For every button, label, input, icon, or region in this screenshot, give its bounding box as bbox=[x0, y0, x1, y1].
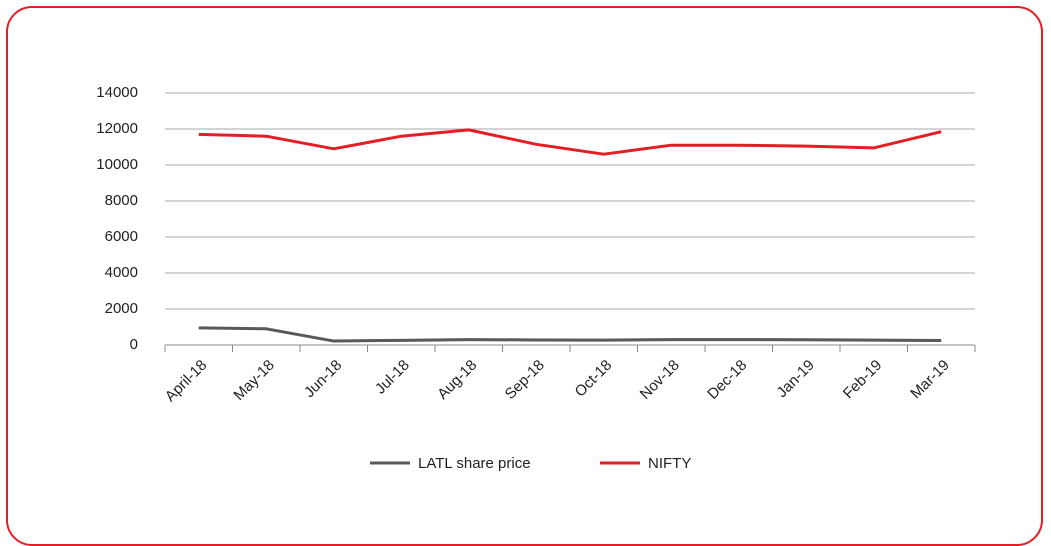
series-line bbox=[198, 128, 942, 156]
y-tick-label: 4000 bbox=[105, 264, 138, 281]
y-tick-label: 8000 bbox=[105, 192, 138, 209]
x-tick-label: Feb-19 bbox=[840, 357, 886, 403]
x-tick-label: Dec-18 bbox=[704, 357, 750, 403]
x-tick-label: Mar-19 bbox=[907, 357, 953, 403]
x-tick-label: Sep-18 bbox=[502, 357, 548, 403]
x-tick-label: April-18 bbox=[162, 357, 211, 406]
y-tick-label: 0 bbox=[130, 336, 138, 353]
y-tick-label: 14000 bbox=[96, 84, 138, 101]
series-line bbox=[198, 326, 942, 343]
chart: 0 2000 4000 6000 8000 10000 12000 14000 April-18… bbox=[96, 84, 976, 472]
x-tick-label: Jan-19 bbox=[773, 357, 817, 401]
x-tick-label: May-18 bbox=[230, 357, 277, 404]
x-tick-label: Nov-18 bbox=[637, 357, 683, 403]
y-tick-label: 10000 bbox=[96, 156, 138, 173]
x-tick-label: Jul-18 bbox=[372, 357, 413, 398]
y-tick-label: 12000 bbox=[96, 120, 138, 137]
y-tick-label: 2000 bbox=[105, 300, 138, 317]
legend-label: NIFTY bbox=[648, 455, 691, 472]
x-tick-label: Aug-18 bbox=[434, 357, 480, 403]
legend-label: LATL share price bbox=[418, 455, 531, 472]
y-tick-label: 6000 bbox=[105, 228, 138, 245]
x-tick-label: Jun-18 bbox=[301, 357, 345, 401]
x-tick-label: Oct-18 bbox=[572, 357, 616, 401]
